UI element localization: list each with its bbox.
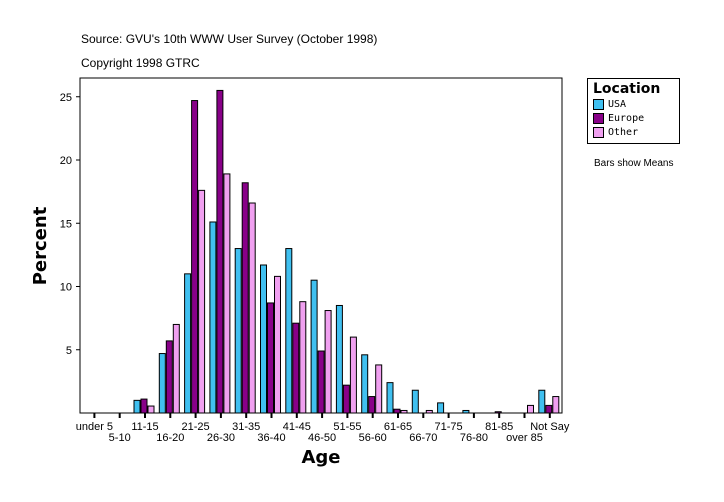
x-tick-label: 71-75 <box>435 421 463 433</box>
legend-swatch-europe <box>593 112 604 124</box>
legend-label: USA <box>608 98 627 110</box>
bar-europe <box>241 182 249 414</box>
bar-usa <box>437 402 445 414</box>
x-tick-label: 66-70 <box>409 432 437 444</box>
y-tick-label: 20 <box>60 155 72 167</box>
bar-europe <box>494 411 502 414</box>
bar-europe <box>216 89 224 414</box>
x-tick-label: 41-45 <box>283 421 311 433</box>
x-tick-label: 56-60 <box>359 432 387 444</box>
bar-europe <box>393 408 401 414</box>
bar-other <box>400 409 408 414</box>
x-tick-label: 36-40 <box>257 432 285 444</box>
bar-other <box>198 189 206 414</box>
bar-europe <box>368 396 376 414</box>
x-tick-label: 76-80 <box>460 432 488 444</box>
copyright-text: Copyright 1998 GTRC <box>81 56 200 70</box>
bar-other <box>248 202 256 414</box>
bar-europe <box>317 350 325 414</box>
x-tick-label: 46-50 <box>308 432 336 444</box>
bar-usa <box>310 279 318 414</box>
legend-item-usa: USA <box>588 97 679 111</box>
x-tick-label: 31-35 <box>232 421 260 433</box>
legend-item-europe: Europe <box>588 111 679 125</box>
bar-usa <box>335 304 343 414</box>
bar-europe <box>267 302 274 414</box>
bar-usa <box>361 354 369 414</box>
bar-other <box>324 310 332 414</box>
bar-europe <box>292 322 300 414</box>
x-tick-label: 5-10 <box>109 432 131 444</box>
bar-other <box>147 405 155 414</box>
legend-label: Europe <box>608 112 645 124</box>
bar-other <box>172 323 180 414</box>
legend-label: Other <box>608 126 639 138</box>
bar-usa <box>538 389 546 414</box>
source-text: Source: GVU's 10th WWW User Survey (Octo… <box>81 32 378 46</box>
bar-usa <box>411 389 419 414</box>
legend-item-other: Other <box>588 125 679 139</box>
legend-title: Location <box>593 81 661 97</box>
bar-usa <box>133 399 141 414</box>
bar-usa <box>158 353 166 414</box>
legend-swatch-other <box>593 126 604 138</box>
bar-usa <box>386 382 394 414</box>
bar-europe <box>545 404 553 414</box>
bar-other <box>274 275 281 414</box>
bar-usa <box>285 248 293 414</box>
legend-swatch-usa <box>593 98 604 110</box>
bar-other <box>552 396 560 414</box>
x-tick-label: 11-15 <box>131 421 158 433</box>
x-tick-label: 16-20 <box>156 432 184 444</box>
bar-usa <box>462 409 470 414</box>
bar-europe <box>140 398 148 414</box>
y-tick-label: 10 <box>60 282 72 294</box>
x-tick-label: Not Say <box>530 421 570 433</box>
x-tick-label: 26-30 <box>207 432 235 444</box>
x-tick-label: under 5 <box>76 421 113 433</box>
y-axis-label: Percent <box>30 206 51 285</box>
bars-note: Bars show Means <box>594 158 674 169</box>
x-axis-label: Age <box>301 447 340 468</box>
y-tick-label: 25 <box>60 92 72 104</box>
legend: Location USA Europe Other <box>587 78 680 144</box>
bar-usa <box>184 273 192 414</box>
bar-other <box>299 301 307 414</box>
bar-other <box>425 409 433 414</box>
bar-other <box>527 404 534 414</box>
bar-europe <box>165 340 173 414</box>
y-tick-label: 5 <box>66 345 72 357</box>
bar-other <box>375 364 383 414</box>
x-tick-label: 51-55 <box>333 421 361 433</box>
bar-europe <box>191 100 199 414</box>
bar-usa <box>234 248 242 414</box>
bar-other <box>349 336 357 414</box>
x-tick-label: 61-65 <box>384 421 412 433</box>
x-tick-label: 21-25 <box>182 421 210 433</box>
bar-usa <box>209 221 217 414</box>
x-tick-label: over 85 <box>506 432 543 444</box>
bar-europe <box>342 384 350 414</box>
x-tick-label: 81-85 <box>485 421 513 433</box>
y-tick-label: 15 <box>60 218 72 230</box>
bar-usa <box>260 264 267 414</box>
bar-other <box>223 173 231 414</box>
